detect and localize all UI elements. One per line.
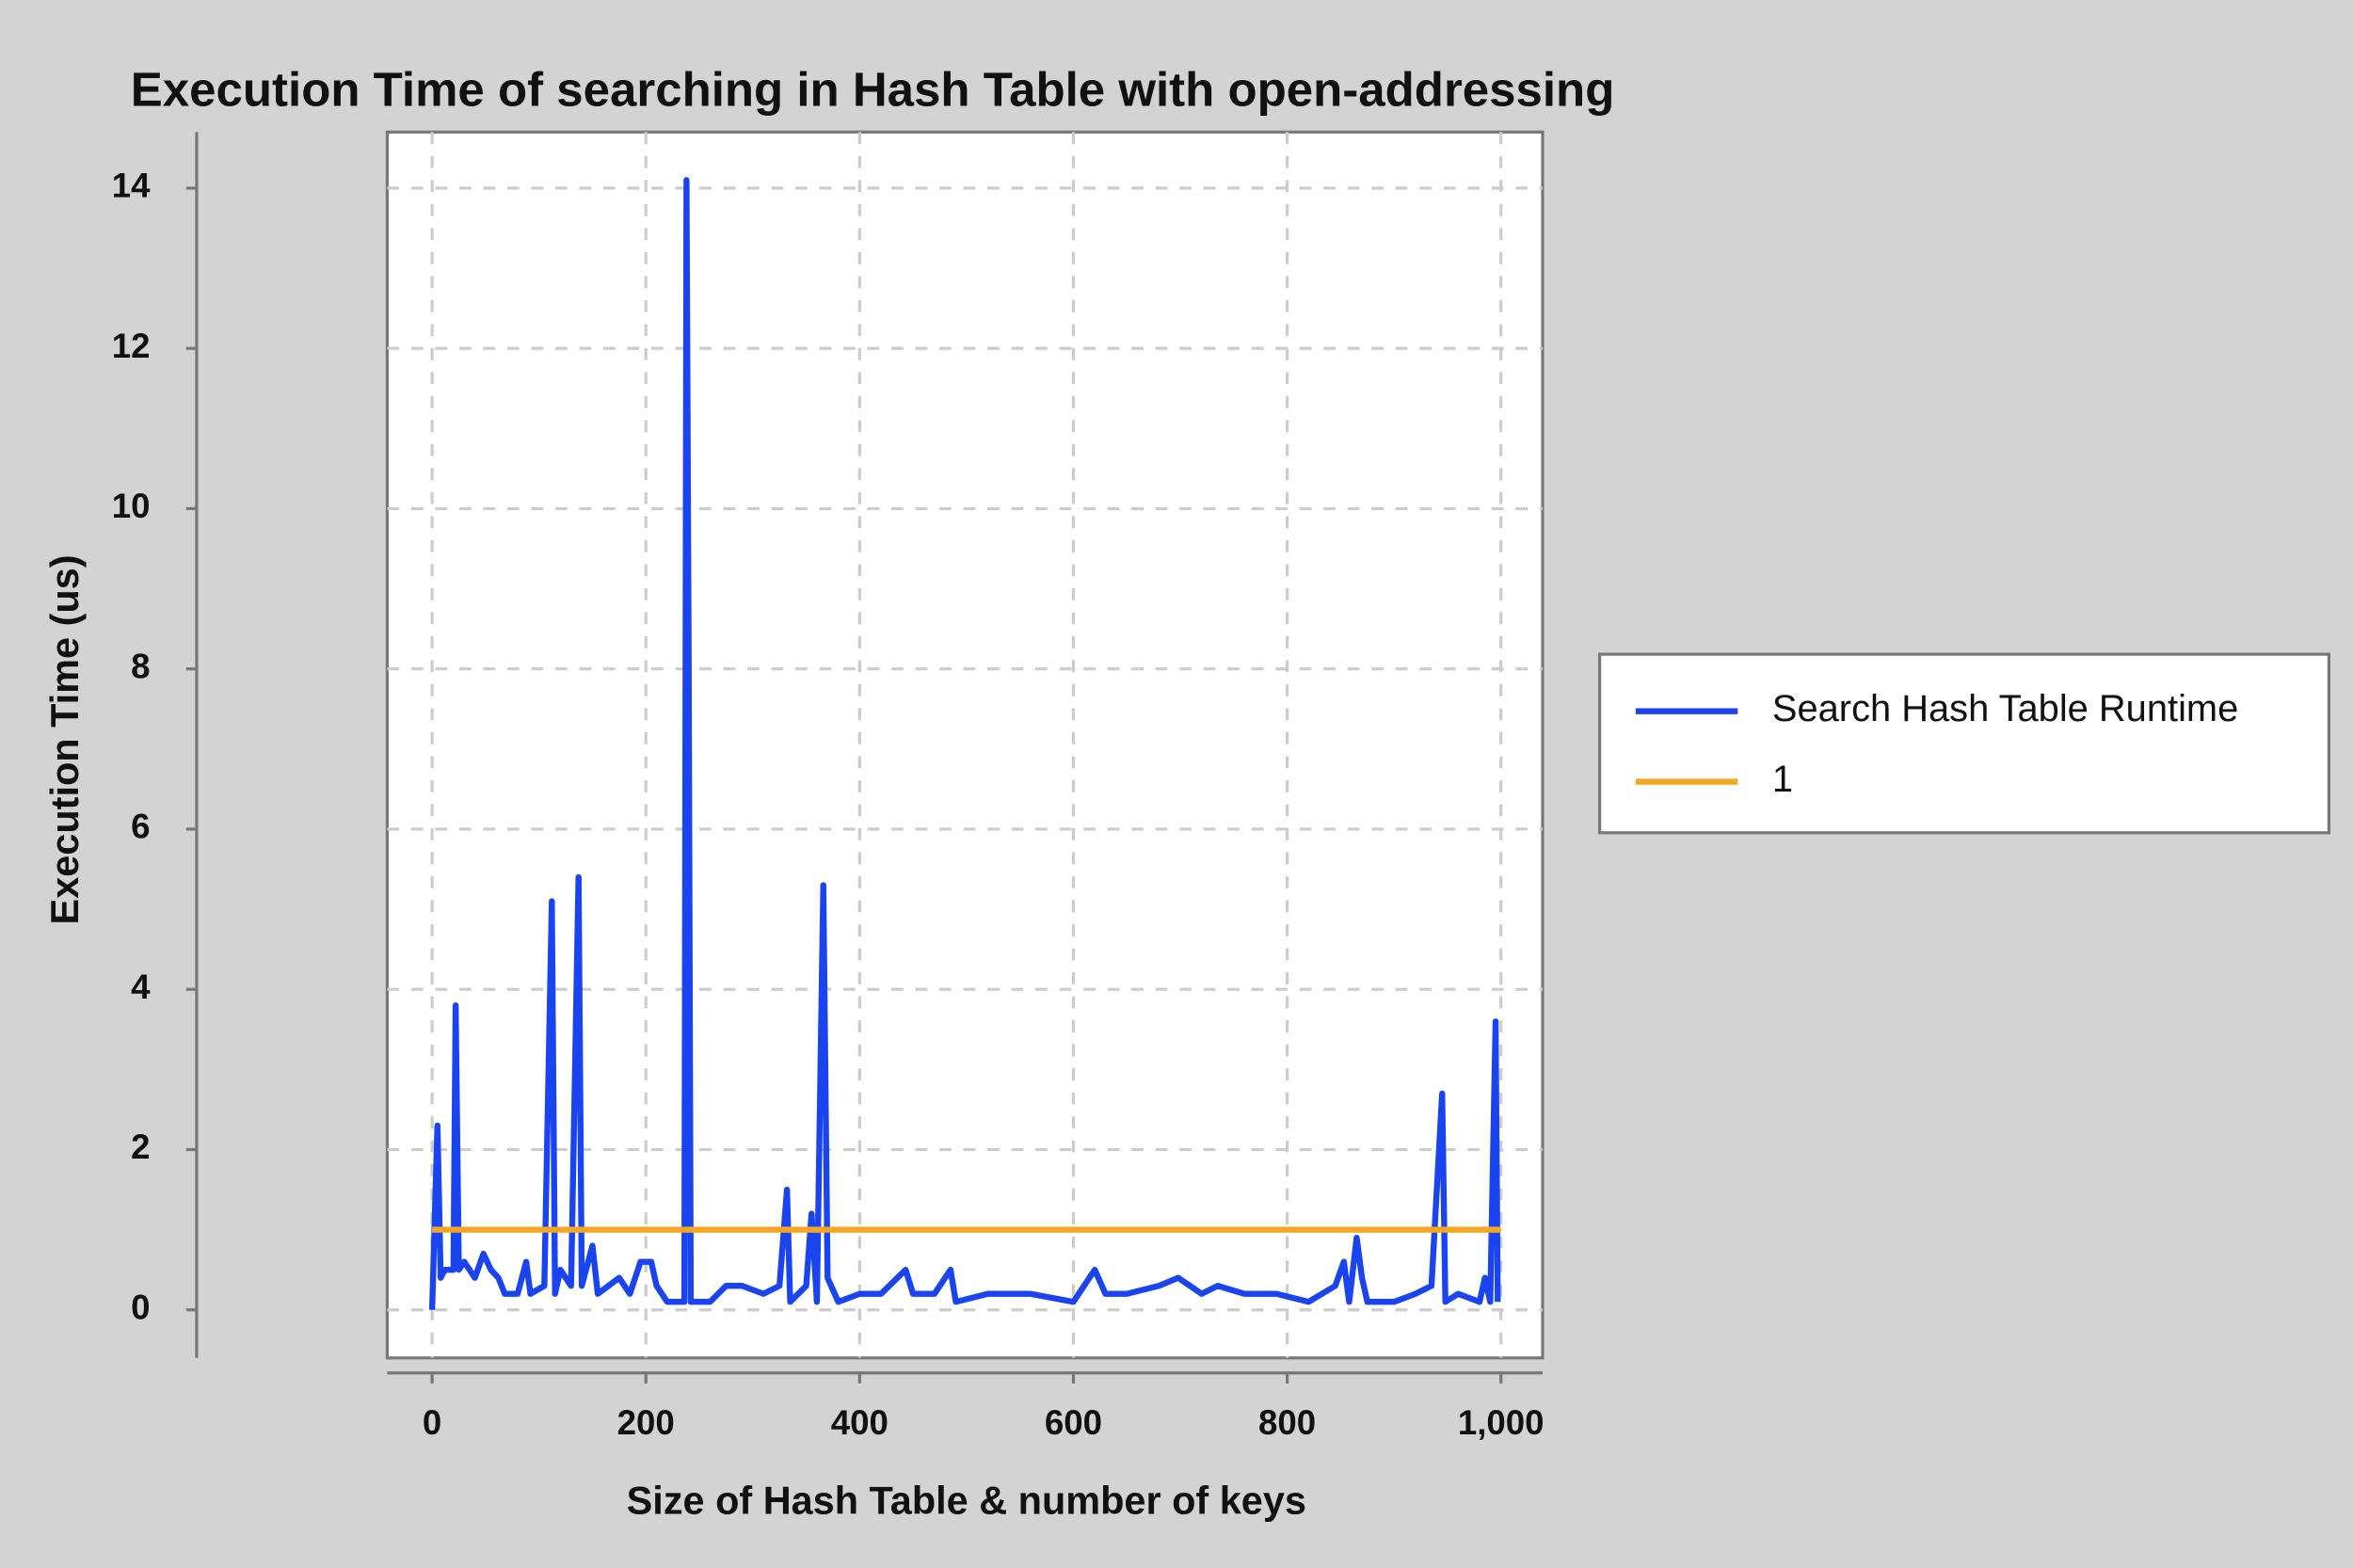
- y-tick-label: 6: [131, 808, 150, 846]
- series-line: [428, 177, 1501, 1310]
- x-tick-label: 600: [1045, 1403, 1102, 1442]
- y-tick-label: 0: [131, 1288, 150, 1326]
- x-tick-label: 0: [423, 1403, 441, 1442]
- y-tick-label: 2: [131, 1128, 150, 1166]
- y-tick-label: 8: [131, 647, 150, 685]
- x-tick-label: 200: [617, 1403, 675, 1442]
- legend-label: 1: [1772, 759, 1793, 800]
- chart-title: Execution Time of searching in Hash Tabl…: [131, 62, 1615, 116]
- y-tick-label: 12: [112, 327, 151, 365]
- x-tick-label: 1,000: [1458, 1403, 1545, 1442]
- y-tick-label: 10: [112, 487, 151, 525]
- x-axis-label: Size of Hash Table & number of keys: [627, 1478, 1306, 1522]
- x-tick-label: 800: [1258, 1403, 1316, 1442]
- legend-label: Search Hash Table Runtime: [1772, 688, 2238, 729]
- x-tick-label: 400: [831, 1403, 888, 1442]
- plot-area: [385, 130, 1545, 1360]
- y-tick-label: 14: [112, 167, 151, 205]
- y-tick-label: 4: [131, 968, 151, 1006]
- y-axis-label: Execution Time (us): [42, 554, 87, 924]
- legend: [1597, 652, 2330, 835]
